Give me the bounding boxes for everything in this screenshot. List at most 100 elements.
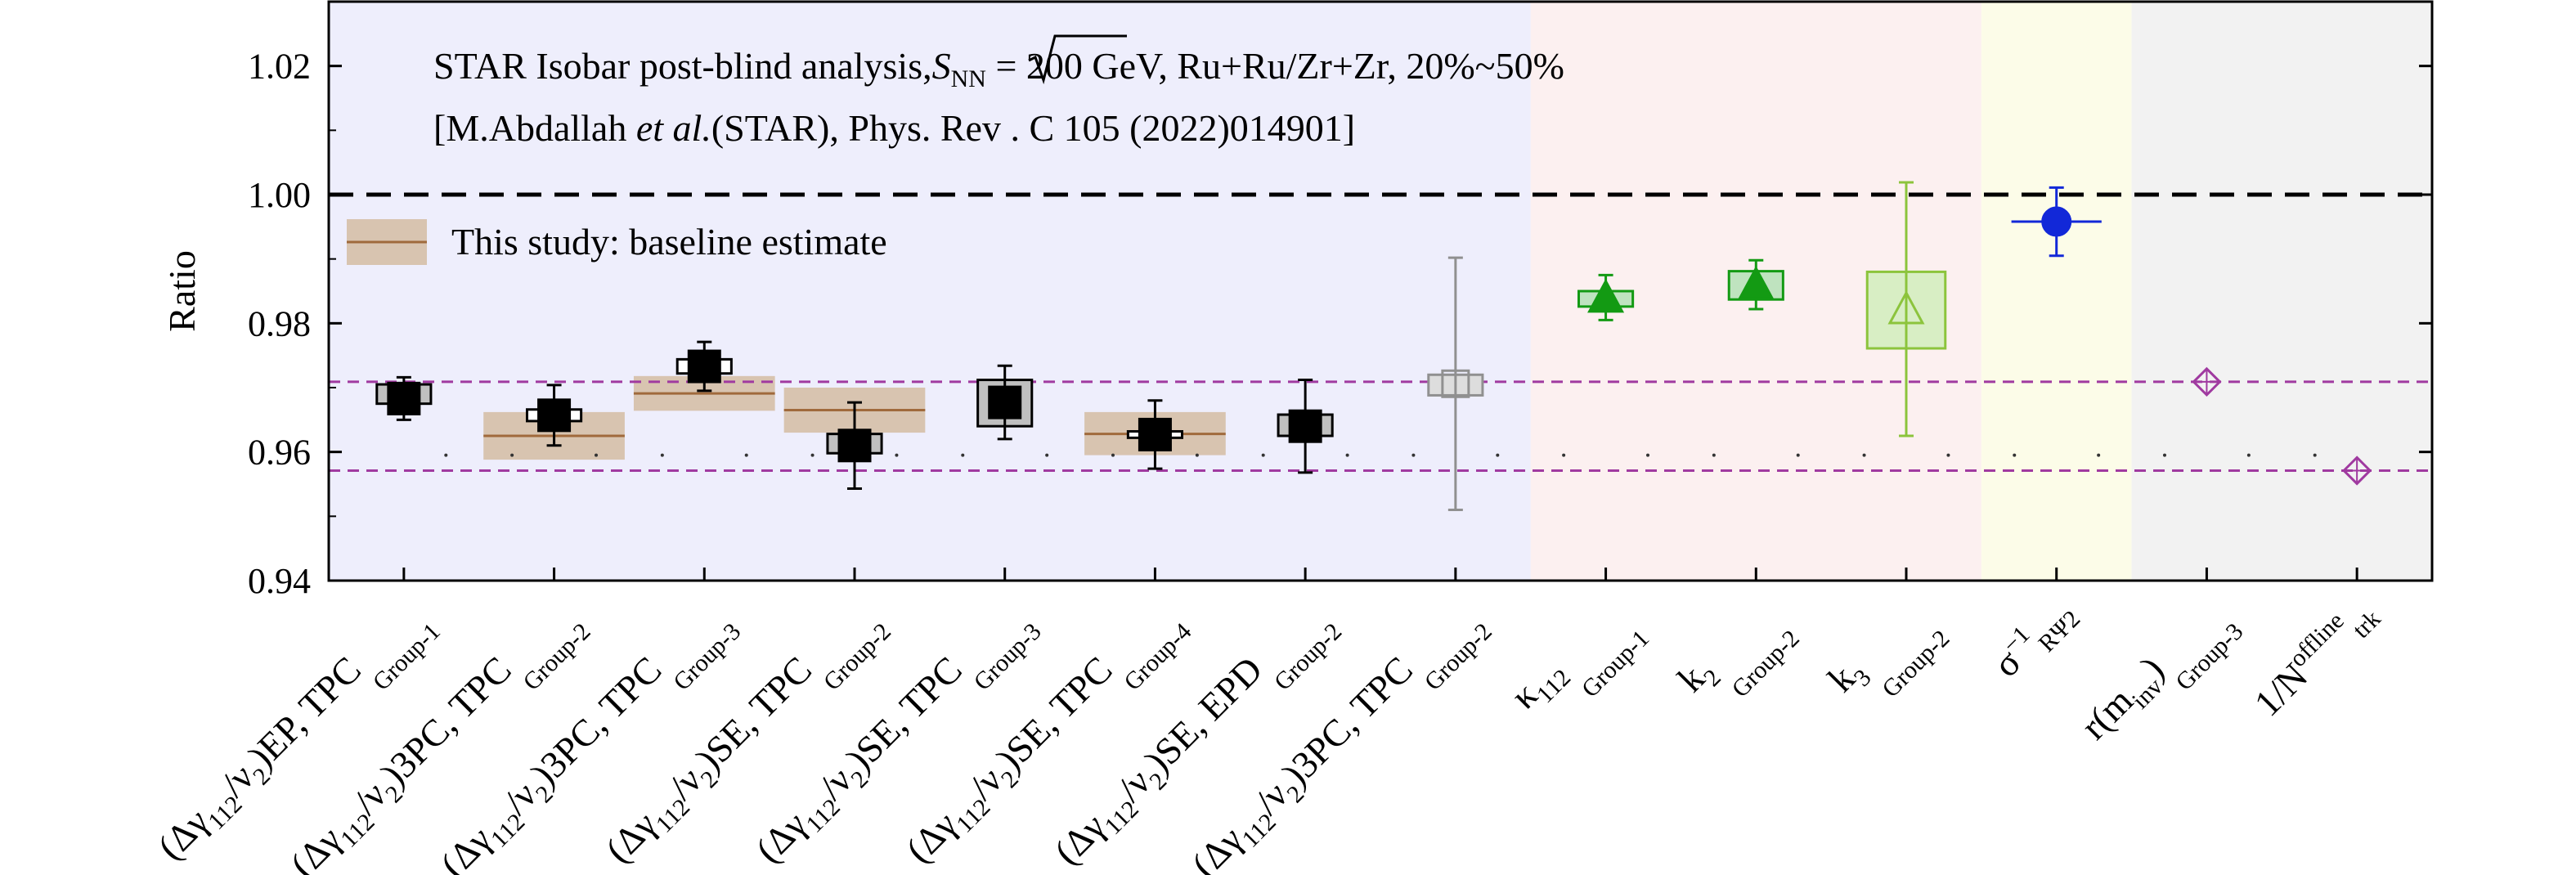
marker-circle [2041,206,2072,237]
y-axis: 0.94 0.96 0.98 1.00 1.02 [248,47,2432,601]
label-mid: /ν [213,756,262,805]
guide-dot-10-0 [1946,453,1950,457]
label-end: )EP, TPC [240,648,369,777]
guide-dot-9-1 [1862,453,1866,457]
y-tick-label-3: 1.00 [248,175,311,215]
data-point-10 [1865,181,1947,438]
label-sub: trk [2348,605,2386,644]
label-mid: /ν [961,759,1010,808]
x-tick-label-5: (Δγ112/ν2)SE, TPCGroup-4 [898,590,1197,875]
guide-dot-10-1 [2013,453,2017,457]
label-main: (Δγ [747,803,815,870]
guide-dot-3-1 [961,453,965,457]
guide-dot-11-0 [2097,453,2101,457]
guide-dot-9-0 [1796,453,1800,457]
y-tick-label-4: 1.02 [248,47,311,87]
data-point-12 [2192,366,2222,397]
guide-dot-0-1 [510,453,514,457]
label-main: (Δγ [433,819,500,875]
guide-dot-7-0 [1496,453,1500,457]
data-point-9 [1727,258,1784,311]
label-main: (Δγ [597,803,664,870]
x-tick-label-4: (Δγ112/ν2)SE, TPCGroup-3 [747,590,1047,875]
guide-dot-1-0 [595,453,599,457]
label-group: Group-1 [368,618,446,696]
data-point-8 [1577,273,1635,321]
label-mid: /ν [810,759,859,808]
background-regions [329,2,2432,581]
y-tick-label-2: 0.98 [248,303,311,343]
label-mid: /ν [1246,774,1295,823]
guide-dot-8-0 [1646,453,1650,457]
guide-dot-5-1 [1261,453,1265,457]
plot-frame [327,0,2434,582]
guide-dot-4-1 [1111,453,1115,457]
marker-triangle [1737,265,1775,300]
background-region-3 [2131,2,2432,581]
marker-square [1441,369,1470,398]
label-group: Group-2 [1420,618,1497,696]
marker-triangle [1587,278,1625,313]
label-main: (Δγ [1183,819,1250,875]
guide-dot-2-0 [744,453,748,457]
label-group: Group-1 [1577,625,1654,702]
x-tick-label-6: (Δγ112/ν2)SE, EPDGroup-2 [1046,590,1347,875]
y-tick-label-0: 0.94 [248,561,311,601]
label-mid: /ν [345,774,394,823]
data-point-4 [976,364,1034,441]
marker-triangle [1887,289,1925,325]
guide-dot-11-1 [2162,453,2166,457]
data-point-1 [526,384,583,447]
guide-dot-2-1 [810,453,815,457]
guide-dot-0-0 [444,453,448,457]
data-points [375,181,2372,511]
label-mid: /ν [496,774,545,823]
data-point-3 [826,401,883,491]
label-main: (Δγ [898,803,965,870]
reference-annotation: [M.Abdallah et al.(STAR), Phys. Rev . C … [433,107,1355,149]
guide-dot-6-0 [1345,453,1349,457]
x-tick-label-11: σ−1RΨ2 [1983,588,2085,690]
marker-square [687,349,721,384]
label-group: Group-3 [2170,618,2248,696]
guide-dot-4-0 [1045,453,1049,457]
marker-square [1288,409,1322,443]
x-tick-label-12: r(minv)Group-3 [2073,590,2249,765]
legend: This study: baseline estimate [347,219,887,265]
guide-dot-12-0 [2246,453,2251,457]
label-main: r(m [2073,680,2141,747]
label-group: Group-2 [518,618,595,696]
label-main: (Δγ [1046,805,1113,873]
label-mid: /ν [661,759,710,808]
data-point-0 [375,375,433,421]
data-point-13 [2342,455,2372,486]
label-group: Group-3 [668,618,746,696]
guide-dot-6-1 [1411,453,1416,457]
y-axis-label: Ratio [161,250,203,332]
label-group: Group-3 [968,618,1046,696]
label-group: Group-4 [1119,618,1196,696]
guide-dot-5-0 [1195,453,1199,457]
sqrt-sign [1028,34,1127,85]
background-region-2 [1981,2,2132,581]
label-group: Group-2 [1877,625,1954,702]
data-point-5 [1126,399,1183,470]
x-tick-label-10: k3Group-2 [1820,590,1954,725]
marker-square [1138,417,1172,451]
x-tick-label-0: (Δγ112/ν2)EP, TPCGroup-1 [150,590,446,875]
marker-square [537,398,572,433]
marker-square [387,381,421,415]
guide-dot-1-1 [660,453,664,457]
label-group: Group-2 [819,618,896,696]
label-mid: /ν [1109,761,1158,810]
guide-dot-8-1 [1712,453,1716,457]
x-tick-label-13: 1/Nofflinetrk [2245,588,2386,729]
marker-square [837,429,872,463]
x-tick-label-8: κ112Group-1 [1502,590,1654,742]
guide-dot-12-1 [2313,453,2317,457]
y-tick-label-1: 0.96 [248,433,311,473]
marker-square [988,385,1022,420]
reference-lines [329,192,2432,472]
label-group: Group-2 [1727,625,1805,702]
